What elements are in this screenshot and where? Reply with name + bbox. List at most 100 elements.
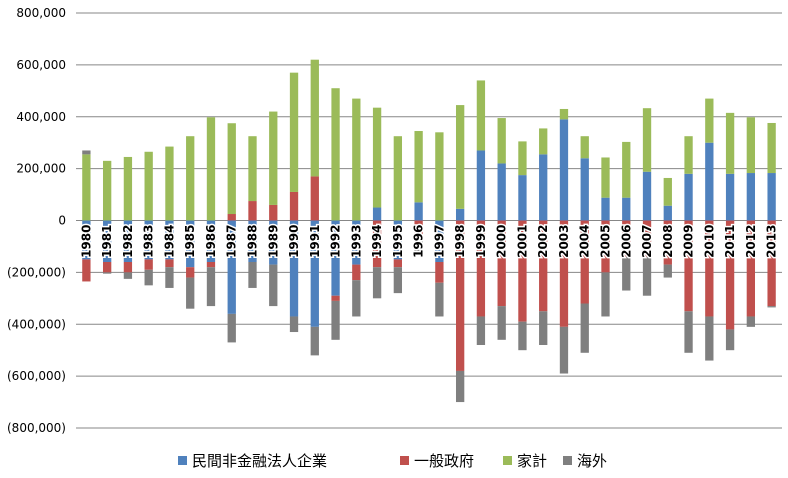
x-tick-label: 1987	[225, 225, 239, 258]
bar-segment	[186, 136, 195, 221]
bar-segment	[725, 220, 735, 330]
legend-swatch	[178, 456, 187, 465]
bar-segment	[684, 173, 693, 221]
bar-segment	[144, 259, 153, 270]
x-tick-label: 1980	[79, 225, 93, 258]
bar-segment	[642, 220, 652, 257]
x-tick-label: 2011	[723, 225, 737, 258]
bar-segment	[559, 326, 569, 374]
gridlines	[76, 12, 782, 429]
bar-segment	[767, 220, 776, 307]
bar-segment	[455, 105, 465, 209]
x-tick-label: 2009	[682, 225, 696, 258]
bar-segment	[206, 262, 216, 268]
x-axis-labels: 1980 1981 1982 1983 1984 1985 1986 1987 1988 1989…	[78, 223, 780, 259]
bar-segment	[227, 123, 236, 215]
bar-segment	[372, 207, 382, 221]
bar-segment	[414, 131, 423, 203]
x-tick-label: 1991	[308, 225, 322, 258]
legend-swatch	[400, 456, 409, 465]
bar-segment	[705, 316, 714, 361]
bar-segment	[559, 220, 569, 327]
bar-segment	[663, 177, 672, 206]
bar-segment	[559, 119, 569, 221]
bar-segment	[476, 150, 486, 221]
bar-segment	[455, 220, 465, 371]
bar-segment	[725, 112, 735, 174]
bar-segment	[580, 136, 589, 159]
bar-segment	[622, 141, 631, 198]
bar-segment	[455, 370, 465, 403]
bar-segment	[414, 238, 423, 255]
bar-segment	[601, 272, 610, 317]
bar-segment	[497, 306, 506, 340]
bar-segment	[165, 146, 174, 221]
bar-segment	[248, 220, 257, 262]
legend-swatch	[503, 456, 512, 465]
bar-segment	[82, 220, 91, 260]
y-tick-label: (200,000)	[7, 265, 66, 279]
legend-label: 民間非金融法人企業	[192, 452, 327, 470]
bar-segment	[310, 176, 319, 221]
bar-segment	[310, 220, 319, 327]
bar-segment	[206, 117, 216, 221]
bar-segment	[227, 220, 236, 314]
bar-segment	[331, 300, 340, 340]
bar-segment	[310, 326, 319, 356]
bar-segment	[186, 267, 195, 278]
bar-segment	[352, 280, 361, 317]
bar-segment	[601, 197, 610, 221]
bar-segment	[663, 264, 672, 278]
x-tick-label: 2006	[619, 225, 633, 258]
bar-segment	[123, 262, 133, 273]
bar-segment	[705, 98, 714, 143]
bar-segment	[102, 262, 112, 273]
bar-segment	[746, 316, 756, 327]
bar-segment	[767, 173, 776, 221]
bar-segment	[559, 108, 569, 120]
x-tick-label: 1992	[329, 225, 343, 258]
bar-segment	[393, 267, 403, 294]
bar-segment	[331, 220, 340, 296]
x-tick-label: 2008	[661, 225, 675, 258]
bar-segment	[539, 311, 548, 345]
bar-segment	[414, 220, 423, 239]
bar-segment	[435, 282, 444, 317]
x-tick-label: 1994	[370, 225, 384, 258]
x-tick-label: 2012	[744, 225, 758, 258]
x-tick-label: 2007	[640, 225, 654, 258]
bar-segment	[269, 220, 278, 265]
bar-segment	[102, 272, 112, 274]
bar-segment	[684, 220, 693, 312]
bar-segment	[331, 88, 340, 221]
x-tick-label: 2001	[515, 225, 529, 258]
x-tick-label: 1990	[287, 225, 301, 258]
bar-segment	[705, 142, 714, 221]
bar-segment	[601, 157, 610, 198]
bar-segment	[767, 306, 776, 308]
bar-segment	[269, 111, 278, 205]
x-tick-label: 1984	[162, 225, 176, 258]
bar-segment	[352, 220, 361, 265]
legend-label: 一般政府	[414, 452, 474, 470]
bar-segment	[269, 204, 278, 221]
bar-segment	[144, 269, 153, 286]
bar-segment	[372, 267, 382, 299]
y-tick-label: 400,000	[16, 110, 66, 124]
x-tick-label: 1995	[391, 225, 405, 258]
bar-segment	[476, 316, 486, 345]
bar-segment	[269, 264, 278, 307]
bar-segment	[289, 72, 299, 192]
bar-segment	[393, 220, 403, 260]
bar-segment	[102, 160, 112, 221]
bar-segment	[580, 220, 589, 304]
bar-segment	[123, 272, 133, 279]
y-tick-label: 600,000	[16, 58, 66, 72]
bar-segment	[684, 136, 693, 174]
bar-segment	[165, 220, 174, 260]
x-tick-label: 1985	[183, 225, 197, 258]
bar-segment	[539, 128, 548, 155]
bar-segment	[497, 118, 506, 164]
x-tick-label: 1983	[142, 225, 156, 258]
